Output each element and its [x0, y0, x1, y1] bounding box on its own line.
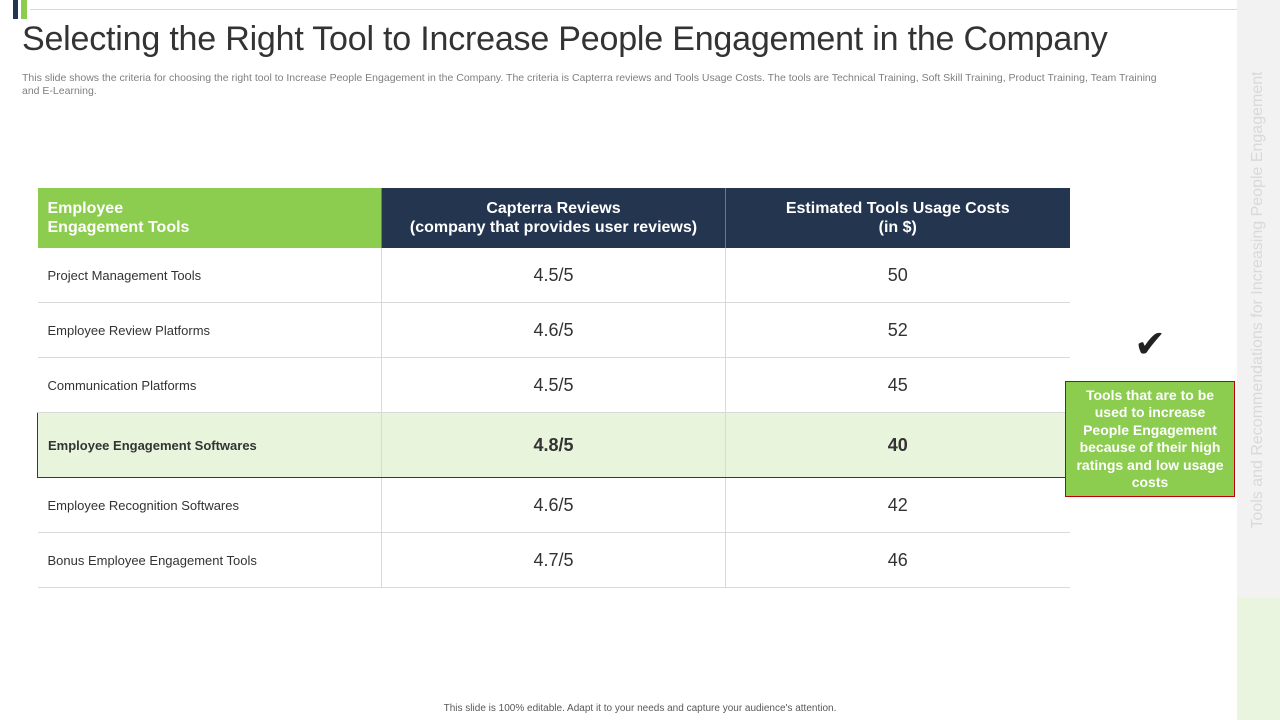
accent-bar-dark	[13, 0, 18, 19]
footer-note: This slide is 100% editable. Adapt it to…	[443, 703, 837, 714]
usage-cost: 50	[725, 248, 1070, 303]
table-row: Project Management Tools 4.5/5 50	[37, 248, 1070, 303]
table-row: Communication Platforms 4.5/5 45	[37, 357, 1070, 413]
engagement-tools-table: Employee Engagement Tools Capterra Revie…	[37, 188, 1070, 588]
table-row: Employee Review Platforms 4.6/5 52	[37, 302, 1070, 358]
header-tools-line2: Engagement Tools	[47, 219, 190, 236]
tool-name: Communication Platforms	[37, 357, 382, 413]
review-score: 4.6/5	[381, 477, 726, 533]
header-tools: Employee Engagement Tools	[37, 188, 382, 248]
review-score: 4.7/5	[381, 532, 726, 588]
table-row: Employee Recognition Softwares 4.6/5 42	[37, 477, 1070, 533]
tool-name: Employee Recognition Softwares	[37, 477, 382, 533]
usage-cost: 40	[725, 412, 1070, 478]
usage-cost: 52	[725, 302, 1070, 358]
tool-name: Employee Engagement Softwares	[37, 412, 382, 478]
header-reviews-line1: Capterra Reviews	[486, 200, 621, 217]
usage-cost: 46	[725, 532, 1070, 588]
tool-name: Employee Review Platforms	[37, 302, 382, 358]
recommendation-callout: Tools that are to be used to increase Pe…	[1065, 381, 1235, 497]
side-panel-title: Tools and Recommendations for Increasing…	[1249, 71, 1266, 529]
header-costs: Estimated Tools Usage Costs (in $)	[725, 188, 1070, 248]
accent-bar-green	[21, 0, 27, 19]
review-score: 4.5/5	[381, 248, 726, 303]
header-costs-line1: Estimated Tools Usage Costs	[785, 200, 1010, 217]
side-panel: Tools and Recommendations for Increasing…	[1237, 0, 1280, 720]
review-score: 4.6/5	[381, 302, 726, 358]
review-score: 4.8/5	[381, 412, 726, 478]
slide-subtitle: This slide shows the criteria for choosi…	[22, 72, 1157, 97]
slide-title: Selecting the Right Tool to Increase Peo…	[22, 20, 1108, 58]
header-reviews: Capterra Reviews (company that provides …	[381, 188, 726, 248]
usage-cost: 45	[725, 357, 1070, 413]
header-tools-line1: Employee	[47, 200, 124, 217]
table-row: Bonus Employee Engagement Tools 4.7/5 46	[37, 532, 1070, 588]
tool-name: Project Management Tools	[37, 248, 382, 303]
side-panel-accent	[1237, 598, 1280, 720]
tool-name: Bonus Employee Engagement Tools	[37, 532, 382, 588]
checkmark-icon: ✔	[1134, 322, 1166, 366]
top-divider	[30, 9, 1237, 10]
review-score: 4.5/5	[381, 357, 726, 413]
header-costs-line2: (in $)	[878, 219, 917, 236]
header-reviews-line2: (company that provides user reviews)	[409, 219, 698, 236]
highlighted-table-row: Employee Engagement Softwares 4.8/5 40	[37, 412, 1070, 478]
table-header-row: Employee Engagement Tools Capterra Revie…	[37, 188, 1070, 248]
usage-cost: 42	[725, 477, 1070, 533]
